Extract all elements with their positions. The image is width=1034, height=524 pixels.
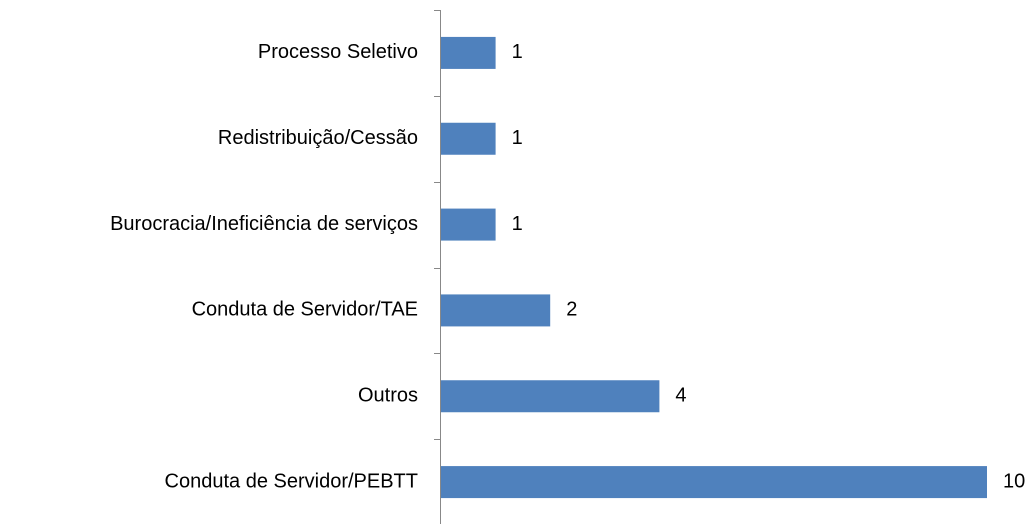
y-tick-label: Processo Seletivo	[258, 41, 418, 63]
bar	[441, 122, 496, 155]
data-label: 4	[675, 385, 686, 407]
y-tick-label: Conduta de Servidor/PEBTT	[165, 470, 418, 492]
bar	[441, 208, 496, 241]
y-tick-label: Redistribuição/Cessão	[218, 127, 418, 149]
data-label: 2	[566, 299, 577, 321]
bar	[441, 36, 496, 69]
data-label: 1	[512, 213, 523, 235]
y-tick-label: Conduta de Servidor/TAE	[192, 299, 418, 321]
data-label: 1	[512, 127, 523, 149]
bar	[441, 380, 660, 413]
bar	[441, 466, 987, 499]
y-tick-label: Outros	[358, 385, 418, 407]
data-label: 10	[1003, 470, 1025, 492]
bar	[441, 294, 551, 327]
data-label: 1	[512, 41, 523, 63]
y-tick-label: Burocracia/Ineficiência de serviços	[110, 213, 418, 235]
